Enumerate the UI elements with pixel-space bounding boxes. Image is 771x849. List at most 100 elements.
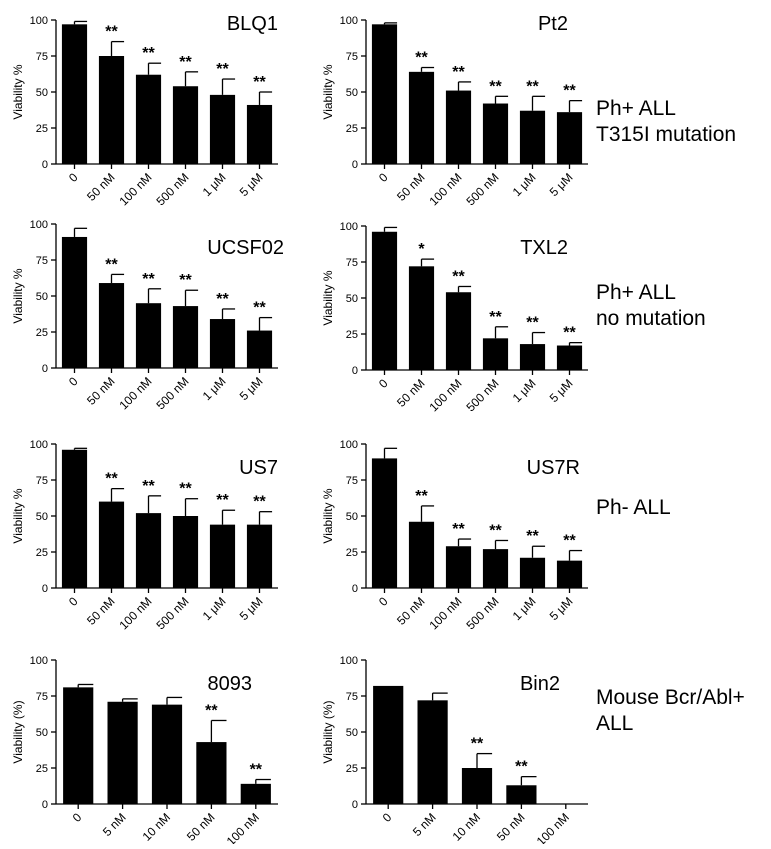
- bar: [461, 768, 493, 804]
- x-tick-label: 1 μM: [510, 594, 539, 623]
- bar: [417, 700, 448, 804]
- bar: [172, 516, 199, 588]
- x-tick-label: 50 nM: [84, 374, 117, 407]
- bar: [61, 449, 88, 588]
- significance-marker: **: [563, 83, 576, 100]
- x-tick-label: 500 nM: [463, 376, 501, 414]
- significance-marker: **: [452, 64, 465, 81]
- x-tick-label: 0: [380, 810, 395, 825]
- x-tick-label: 1 μM: [510, 376, 539, 405]
- significance-marker: **: [415, 50, 428, 67]
- y-tick-label: 25: [346, 547, 358, 559]
- y-tick-label: 0: [42, 363, 48, 375]
- y-axis-label: Viability (%): [321, 700, 335, 763]
- x-tick-label: 50 nM: [84, 170, 117, 203]
- bar: [98, 283, 125, 368]
- significance-marker: **: [179, 54, 192, 71]
- x-tick-label: 100 nM: [426, 594, 464, 632]
- chart-panel-blq1: BLQ1 0 25 50 75 100 Viability % 0 ** 50 nM ** 100 n…: [11, 13, 278, 208]
- chart-title: Pt2: [538, 13, 568, 35]
- y-tick-label: 0: [42, 799, 48, 811]
- x-tick-label: 0: [376, 376, 391, 391]
- significance-marker: **: [471, 736, 484, 753]
- group-label-mouse-bcr-abl: Mouse Bcr/Abl+ ALL: [596, 686, 745, 735]
- y-tick-label: 25: [36, 123, 48, 135]
- significance-marker: **: [216, 61, 229, 78]
- x-tick-label: 1 μM: [510, 170, 539, 199]
- x-tick-label: 500 nM: [463, 170, 501, 208]
- x-tick-label: 5 μM: [237, 374, 266, 403]
- y-tick-label: 25: [36, 763, 48, 775]
- bar: [556, 560, 583, 588]
- y-tick-label: 100: [340, 439, 358, 451]
- y-axis-label: Viability %: [11, 268, 25, 323]
- x-tick-label: 10 nM: [140, 810, 173, 843]
- y-tick-label: 100: [340, 221, 358, 233]
- chart-panel-pt2: Pt2 0 25 50 75 100 Viability % 0 ** 50 nM ** 100 nM…: [321, 13, 588, 208]
- y-axis-label: Viability %: [11, 488, 25, 543]
- y-tick-label: 50: [36, 291, 48, 303]
- x-tick-label: 100 nM: [116, 594, 154, 632]
- significance-marker: **: [105, 24, 118, 41]
- bar: [445, 546, 472, 588]
- significance-marker: **: [489, 522, 502, 539]
- y-axis-label: Viability %: [321, 64, 335, 119]
- significance-marker: **: [216, 492, 229, 509]
- bar: [408, 71, 435, 164]
- y-tick-label: 100: [30, 439, 48, 451]
- x-tick-label: 50 nM: [394, 594, 427, 627]
- x-tick-label: 50 nM: [394, 376, 427, 409]
- x-tick-label: 5 μM: [547, 170, 576, 199]
- x-tick-label: 5 μM: [237, 170, 266, 199]
- significance-marker: **: [253, 74, 266, 91]
- chart-panel-txl2: TXL2 0 25 50 75 100 Viability % 0 * 50 nM ** 100 nM…: [321, 221, 588, 414]
- y-tick-label: 75: [346, 475, 358, 487]
- significance-marker: **: [205, 702, 218, 719]
- bar: [246, 104, 273, 164]
- chart-panel-ucsf02: UCSF02 0 25 50 75 100 Viability % 0 ** 50 nM ** 100…: [11, 219, 284, 412]
- significance-marker: **: [142, 271, 155, 288]
- bar: [246, 524, 273, 588]
- y-tick-label: 0: [352, 365, 358, 377]
- significance-marker: **: [179, 481, 192, 498]
- bar: [135, 303, 162, 368]
- x-tick-label: 0: [376, 170, 391, 185]
- significance-marker: **: [142, 478, 155, 495]
- y-tick-label: 75: [346, 691, 358, 703]
- y-axis-label: Viability (%): [11, 700, 25, 763]
- y-tick-label: 0: [352, 159, 358, 171]
- y-tick-label: 50: [36, 511, 48, 523]
- chart-title: TXL2: [520, 237, 568, 259]
- x-tick-label: 100 nM: [426, 170, 464, 208]
- bar: [151, 704, 183, 804]
- bar: [63, 687, 94, 804]
- x-tick-label: 1 μM: [200, 170, 229, 199]
- significance-marker: **: [489, 309, 502, 326]
- y-tick-label: 75: [36, 255, 48, 267]
- bar: [482, 338, 509, 370]
- bar: [246, 330, 273, 368]
- significance-marker: **: [179, 272, 192, 289]
- significance-marker: **: [105, 256, 118, 273]
- y-tick-label: 25: [346, 763, 358, 775]
- significance-marker: **: [253, 494, 266, 511]
- bar: [209, 319, 236, 368]
- x-tick-label: 50 nM: [394, 170, 427, 203]
- significance-marker: **: [216, 291, 229, 308]
- x-tick-label: 5 μM: [547, 376, 576, 405]
- chart-panel-us7: US7 0 25 50 75 100 Viability % 0 ** 50 nM ** 100 nM…: [11, 439, 278, 632]
- x-tick-label: 0: [66, 594, 81, 609]
- y-tick-label: 0: [42, 159, 48, 171]
- y-tick-label: 75: [36, 475, 48, 487]
- y-tick-label: 50: [36, 87, 48, 99]
- chart-title: UCSF02: [207, 237, 284, 259]
- x-tick-label: 100 nM: [224, 810, 262, 844]
- group-label-ph-neg: Ph- ALL: [596, 496, 671, 519]
- bar: [135, 513, 162, 588]
- bar: [506, 785, 537, 804]
- significance-marker: **: [526, 315, 539, 332]
- y-tick-label: 50: [346, 511, 358, 523]
- significance-marker: **: [526, 78, 539, 95]
- bar: [371, 231, 398, 370]
